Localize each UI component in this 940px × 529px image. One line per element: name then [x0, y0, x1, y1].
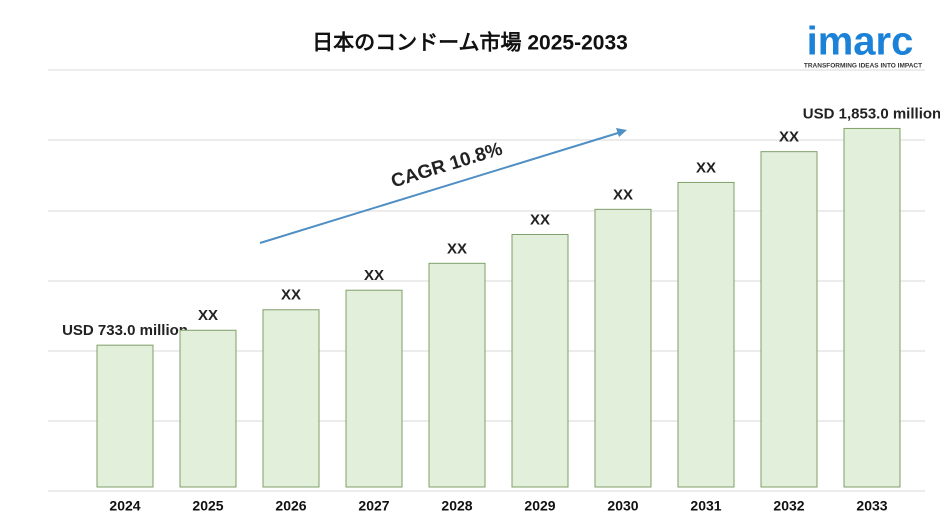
bar — [96, 344, 154, 488]
x-tick-label: 2031 — [690, 498, 721, 514]
x-tick-label: 2030 — [607, 498, 638, 514]
bar — [345, 289, 403, 488]
x-tick-label: 2028 — [441, 498, 472, 514]
logo-tagline: TRANSFORMING IDEAS INTO IMPACT — [804, 63, 922, 70]
bar — [511, 233, 569, 488]
x-tick-label: 2027 — [358, 498, 389, 514]
value-label: XX — [696, 159, 716, 176]
value-label: XX — [779, 129, 799, 146]
cagr-label: CAGR 10.8% — [389, 139, 505, 193]
value-label: XX — [613, 186, 633, 203]
cagr-arrow — [259, 132, 619, 244]
x-tick-label: 2032 — [773, 498, 804, 514]
value-label: USD 733.0 million — [62, 322, 188, 339]
value-label: XX — [198, 307, 218, 324]
bar — [677, 181, 735, 488]
cagr-arrow-head — [616, 128, 627, 137]
bar — [843, 127, 901, 488]
bar — [760, 151, 818, 488]
x-tick-label: 2033 — [856, 498, 887, 514]
x-tick-label: 2029 — [524, 498, 555, 514]
value-label: XX — [281, 287, 301, 304]
x-tick-label: 2025 — [192, 498, 223, 514]
value-label: USD 1,853.0 million — [803, 105, 940, 122]
x-tick-label: 2026 — [275, 498, 306, 514]
bar — [594, 208, 652, 488]
bar — [262, 309, 320, 488]
value-label: XX — [364, 267, 384, 284]
bar — [179, 329, 237, 488]
chart-title: 日本のコンドーム市場 2025-2033 — [312, 31, 628, 55]
value-label: XX — [447, 240, 467, 257]
x-tick-label: 2024 — [109, 498, 140, 514]
bar — [428, 262, 486, 488]
value-label: XX — [530, 211, 550, 228]
logo-name: imarc — [807, 20, 914, 64]
